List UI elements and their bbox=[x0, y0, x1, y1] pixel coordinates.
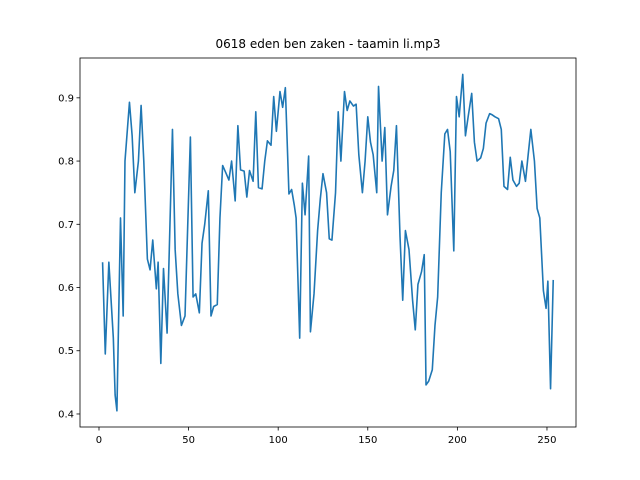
y-tick-label: 0.6 bbox=[58, 283, 74, 294]
x-tick-label: 0 bbox=[96, 435, 102, 446]
y-tick-label: 0.9 bbox=[58, 93, 74, 104]
y-tick-label: 0.8 bbox=[58, 157, 74, 168]
x-tick-label: 150 bbox=[358, 435, 377, 446]
y-tick-label: 0.5 bbox=[58, 346, 74, 357]
y-tick-label: 0.7 bbox=[58, 220, 74, 231]
data-line bbox=[101, 73, 555, 412]
x-tick-label: 100 bbox=[269, 435, 288, 446]
y-tick-label: 0.4 bbox=[58, 409, 74, 420]
plot-frame bbox=[79, 57, 577, 428]
chart-title: 0618 eden ben zaken - taamin li.mp3 bbox=[216, 37, 441, 51]
x-tick-label: 250 bbox=[537, 435, 556, 446]
x-tick-label: 200 bbox=[448, 435, 467, 446]
x-tick-label: 50 bbox=[182, 435, 195, 446]
